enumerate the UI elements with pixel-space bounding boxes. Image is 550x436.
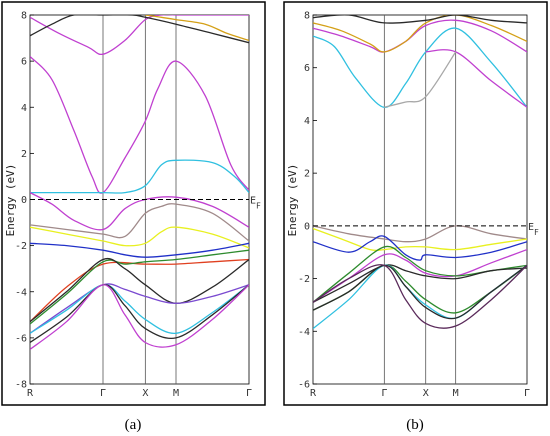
y-tick-label: 4 — [21, 103, 27, 114]
band-line — [30, 56, 249, 194]
kpoint-label: X — [423, 388, 429, 399]
y-tick-label: 0 — [21, 195, 27, 206]
kpoint-label: Γ — [246, 388, 252, 399]
band-line — [425, 49, 527, 108]
kpoint-label: M — [453, 388, 459, 399]
panel-a-frame — [1, 1, 266, 406]
y-tick-label: 6 — [304, 63, 310, 74]
y-tick-label: -4 — [15, 287, 27, 298]
band-line — [313, 27, 527, 108]
panel-a: R Γ X M Γ -8 -6 -4 -2 0 2 4 6 8 Energy (eV) EF (a) — [1, 1, 266, 433]
band-line — [313, 227, 527, 252]
y-tick-label: 2 — [304, 169, 310, 180]
band-line — [313, 264, 527, 320]
band-line — [313, 264, 527, 329]
panel-a-bands — [30, 15, 249, 350]
band-line — [30, 15, 249, 56]
band-line — [313, 15, 527, 53]
panel-b-axes — [312, 14, 528, 385]
band-line — [313, 235, 527, 261]
kpoint-label: Γ — [524, 388, 530, 399]
y-tick-label: 0 — [304, 221, 310, 232]
kpoint-label: X — [142, 388, 148, 399]
y-tick-label: 4 — [304, 116, 310, 127]
band-line — [30, 192, 249, 231]
y-tick-label: -6 — [298, 380, 310, 391]
band-line — [313, 19, 527, 53]
panel-a-ticks: -8 -6 -4 -2 0 2 4 6 8 — [15, 11, 34, 391]
y-tick-label: 8 — [21, 11, 27, 22]
band-line — [30, 15, 249, 44]
band-line — [145, 15, 249, 42]
y-tick-label: -4 — [298, 327, 310, 338]
kpoint-label: Γ — [381, 388, 387, 399]
panel-b-label: (b) — [406, 417, 424, 433]
kpoint-label: Γ — [100, 388, 106, 399]
y-tick-label: 2 — [21, 149, 27, 160]
panel-b-frame — [283, 1, 548, 406]
band-line — [30, 242, 249, 258]
band-line — [30, 249, 249, 325]
kpoint-label: R — [310, 388, 317, 399]
kpoint-label: R — [27, 388, 34, 399]
panel-b-ticks: -6 -4 -2 0 2 4 6 8 — [298, 11, 317, 391]
band-line — [30, 283, 249, 334]
band-line — [313, 15, 527, 24]
band-line — [30, 258, 249, 323]
y-tick-label: 6 — [21, 57, 27, 68]
y-tick-label: -8 — [15, 380, 27, 391]
y-tick-label: -6 — [15, 333, 27, 344]
band-line — [384, 51, 457, 108]
band-line — [313, 225, 527, 243]
panel-b-fermi-label: EF — [528, 222, 539, 237]
panel-b-bands — [313, 15, 527, 330]
panel-b-ylabel: Energy (eV) — [286, 164, 299, 237]
band-line — [313, 264, 527, 303]
band-line — [30, 226, 249, 249]
panel-a-fermi-label: EF — [250, 196, 261, 211]
band-line — [30, 159, 249, 194]
band-line — [30, 284, 249, 350]
panel-a-label: (a) — [125, 417, 142, 433]
panel-a-ylabel: Energy (eV) — [4, 164, 17, 237]
kpoint-label: M — [173, 388, 179, 399]
y-tick-label: -2 — [15, 241, 27, 252]
band-line — [30, 203, 249, 242]
band-line — [30, 284, 249, 334]
y-tick-label: -2 — [298, 274, 310, 285]
band-line — [30, 284, 249, 344]
band-line — [30, 257, 249, 323]
panel-b: R Γ X M Γ -6 -4 -2 0 2 4 6 8 Energy (eV) EF (b) — [283, 1, 548, 433]
y-tick-label: 8 — [304, 11, 310, 22]
